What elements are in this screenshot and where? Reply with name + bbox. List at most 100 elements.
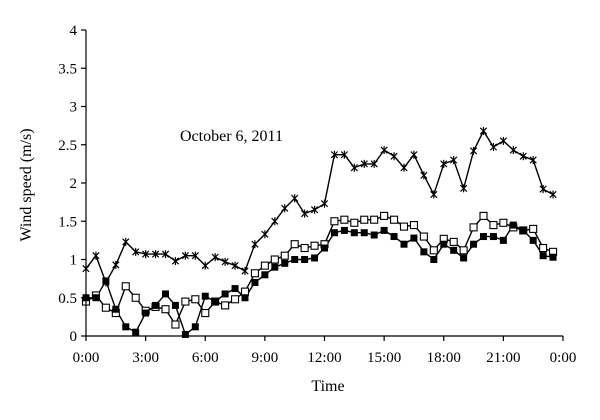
data-point-filled-square [112,305,120,313]
data-point-filled-square [519,226,527,234]
data-point-star [171,257,180,266]
data-point-filled-square [499,236,507,244]
data-point-filled-square [539,252,547,260]
data-point-star [460,184,468,193]
data-point-star [370,159,378,168]
data-point-filled-square [340,226,348,234]
data-point-open-square [240,287,250,296]
x-tick-label: 12:00 [307,350,341,366]
data-point-open-square [221,301,230,310]
data-point-filled-square [311,254,319,262]
data-point-star [340,150,348,159]
data-point-star [469,146,478,155]
data-point-filled-square [201,292,209,300]
y-tick-label: 1.5 [58,214,77,230]
data-point-filled-square [380,226,388,234]
y-axis-title: Wind speed (m/s) [18,128,35,241]
data-point-filled-square [370,231,378,239]
x-tick-label: 9:00 [252,350,279,366]
data-point-filled-square [480,233,487,241]
data-point-star [499,136,507,145]
data-point-star [231,261,239,270]
y-tick-label: 2.5 [58,138,77,154]
data-point-star [201,261,209,270]
y-tick-label: 0 [70,329,78,345]
data-point-star [529,156,537,165]
data-point-open-square [171,320,180,329]
data-point-filled-square [400,240,408,248]
data-point-open-square [399,222,409,231]
data-point-open-square [250,269,259,278]
data-point-filled-square [261,271,269,279]
data-point-filled-square [251,278,259,286]
data-point-open-square [479,211,488,220]
data-point-filled-square [241,294,249,302]
data-point-open-square [191,295,200,304]
data-point-star [122,237,130,246]
data-point-star [539,185,547,194]
data-point-open-square [290,240,299,249]
data-point-open-square [409,221,418,230]
data-point-filled-square [291,256,299,263]
data-point-filled-square [231,285,239,293]
data-point-filled-square [171,301,179,309]
series-markers [81,126,558,338]
data-point-filled-square [321,244,328,252]
data-point-open-square [539,243,548,253]
y-tick-label: 0.5 [58,291,77,307]
data-point-filled-square [152,301,160,309]
data-point-filled-square [529,236,537,244]
data-point-star [301,209,309,218]
y-tick-label: 3.5 [58,61,77,77]
series-line-filled-square [86,224,554,336]
data-point-open-square [449,237,458,246]
data-point-star [330,150,339,159]
data-point-open-square [300,243,309,253]
x-tick-label: 6:00 [192,350,219,366]
data-point-open-square [419,232,428,241]
data-point-filled-square [132,328,140,336]
data-point-filled-square [281,259,289,267]
x-axis-ticks: 0:00 3:00 6:00 9:00 12:00 15:00 18:00 21:00 0:00 [73,336,576,366]
data-point-filled-square [162,290,169,298]
data-point-filled-square [191,323,199,331]
data-point-star [430,190,438,199]
data-point-star [151,250,160,259]
data-point-open-square [260,261,269,270]
data-point-open-square [340,215,349,224]
data-point-filled-square [509,221,517,229]
data-point-filled-square [142,309,150,317]
data-point-filled-square [440,240,448,248]
data-point-open-square [121,282,130,291]
data-point-filled-square [92,294,100,302]
data-point-star [509,146,517,155]
data-point-open-square [429,246,438,255]
y-tick-label: 3 [70,100,78,116]
series-line-star [85,129,554,285]
data-point-star [241,266,249,275]
data-point-open-square [231,295,240,304]
x-tick-label: 3:00 [132,350,159,366]
data-point-filled-square [122,323,130,331]
data-point-filled-square [410,234,418,242]
data-point-filled-square [350,229,358,237]
data-point-open-square [370,215,379,224]
data-point-star [291,194,299,203]
x-axis-title: Time [311,378,344,395]
data-point-star [281,204,289,213]
data-point-star [380,146,388,155]
data-point-open-square [270,255,279,264]
data-point-open-square [201,308,210,318]
data-point-filled-square [102,277,110,285]
data-point-star [489,143,498,152]
data-point-star [360,159,368,168]
data-point-star [519,152,527,161]
data-point-filled-square [221,290,229,298]
y-tick-label: 2 [70,176,78,192]
data-point-open-square [459,246,468,255]
data-point-filled-square [460,254,468,262]
data-point-star [211,253,219,262]
data-point-open-square [380,211,389,220]
data-point-filled-square [420,248,428,256]
